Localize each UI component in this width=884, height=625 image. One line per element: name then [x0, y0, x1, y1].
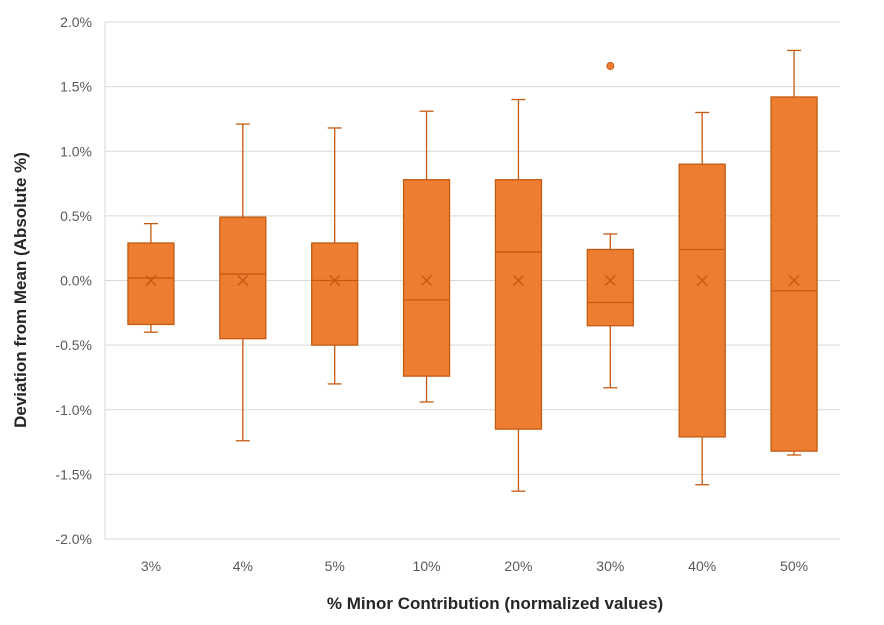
mean-marker	[329, 275, 341, 286]
x-tick-label: 40%	[688, 558, 716, 574]
y-tick-label: 0.0%	[60, 273, 92, 289]
mean-marker	[237, 275, 249, 286]
box-group	[127, 222, 175, 333]
x-tick-label: 3%	[141, 558, 161, 574]
x-axis-title: % Minor Contribution (normalized values)	[327, 594, 663, 613]
y-tick-label: -1.0%	[55, 402, 92, 418]
y-tick-label: -2.0%	[55, 531, 92, 547]
gridlines	[104, 21, 840, 540]
x-tick-label: 5%	[325, 558, 345, 574]
box-group	[586, 61, 634, 389]
box-body	[586, 248, 634, 327]
y-tick-label: 0.5%	[60, 208, 92, 224]
box-body	[219, 216, 267, 340]
mean-marker	[512, 275, 524, 286]
y-tick-label: 1.5%	[60, 79, 92, 95]
box-body	[770, 96, 818, 452]
box-body	[127, 242, 175, 326]
box-group	[219, 123, 267, 442]
x-tick-label: 50%	[780, 558, 808, 574]
mean-marker	[788, 275, 800, 286]
box-group	[770, 49, 818, 456]
box-body	[494, 179, 543, 430]
y-tick-label: 1.0%	[60, 143, 92, 159]
mean-marker	[604, 275, 616, 286]
box-group	[678, 111, 726, 486]
x-tick-label: 10%	[413, 558, 441, 574]
box-group	[494, 98, 543, 492]
mean-marker	[145, 275, 157, 286]
y-tick-label: 2.0%	[60, 14, 92, 30]
mean-marker	[696, 275, 708, 286]
boxes	[127, 49, 818, 492]
x-tick-label: 4%	[233, 558, 253, 574]
x-tick-label: 20%	[504, 558, 532, 574]
y-tick-label: -0.5%	[55, 337, 92, 353]
box-body	[678, 163, 726, 438]
mean-marker	[421, 275, 433, 286]
box-group	[311, 127, 359, 385]
y-axis-ticks: -2.0% -1.5% -1.0% -0.5% 0.0% 0.5% 1.0% 1.5% 2.0%	[55, 14, 92, 547]
box-body	[402, 179, 451, 377]
outlier-point	[606, 61, 615, 70]
x-axis-ticks: 3% 4% 5% 10% 20% 30% 40% 50%	[141, 558, 808, 574]
x-tick-label: 30%	[596, 558, 624, 574]
y-axis-title: Deviation from Mean (Absolute %)	[11, 152, 30, 428]
y-tick-label: -1.5%	[55, 466, 92, 482]
box-group	[402, 110, 451, 403]
box-body	[311, 242, 359, 346]
